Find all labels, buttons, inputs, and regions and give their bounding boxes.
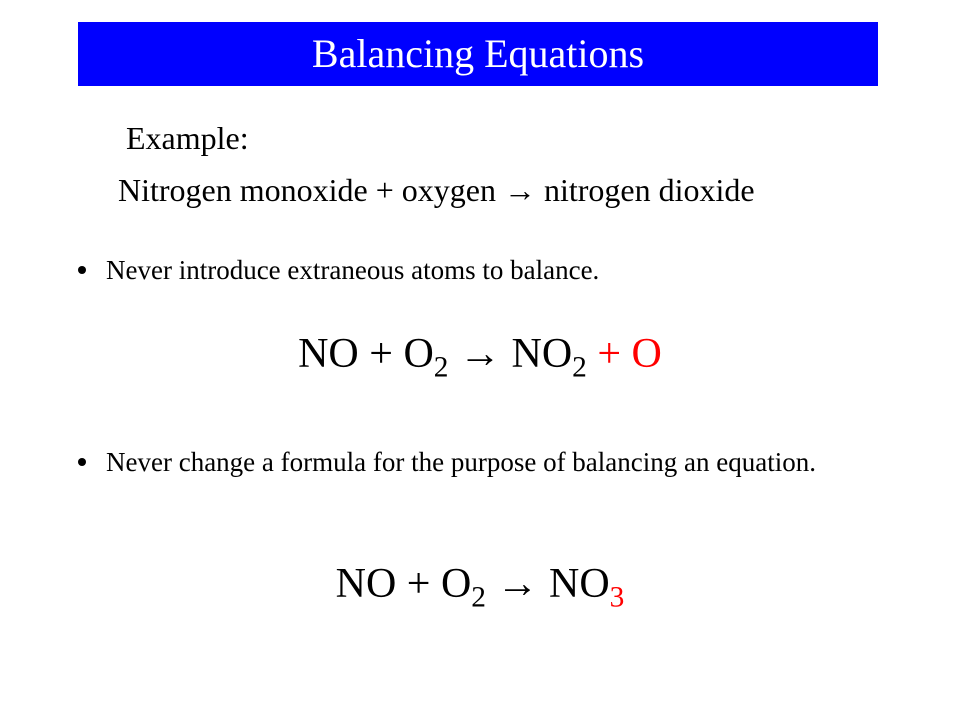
- equation-1: NO + O2 → NO2 + O: [0, 330, 960, 378]
- bullet-1: Never introduce extraneous atoms to bala…: [78, 252, 900, 288]
- title-bar: Balancing Equations: [78, 22, 878, 86]
- equation-2: NO + O2 → NO3: [0, 560, 960, 608]
- bullet-dot-icon: [78, 266, 86, 274]
- bullet-1-text: Never introduce extraneous atoms to bala…: [106, 252, 599, 288]
- bullet-dot-icon: [78, 458, 86, 466]
- example-label: Example:: [126, 120, 249, 157]
- bullet-2-text: Never change a formula for the purpose o…: [106, 444, 816, 480]
- reaction-word-equation: Nitrogen monoxide + oxygen → nitrogen di…: [118, 172, 755, 209]
- bullet-2: Never change a formula for the purpose o…: [78, 444, 900, 480]
